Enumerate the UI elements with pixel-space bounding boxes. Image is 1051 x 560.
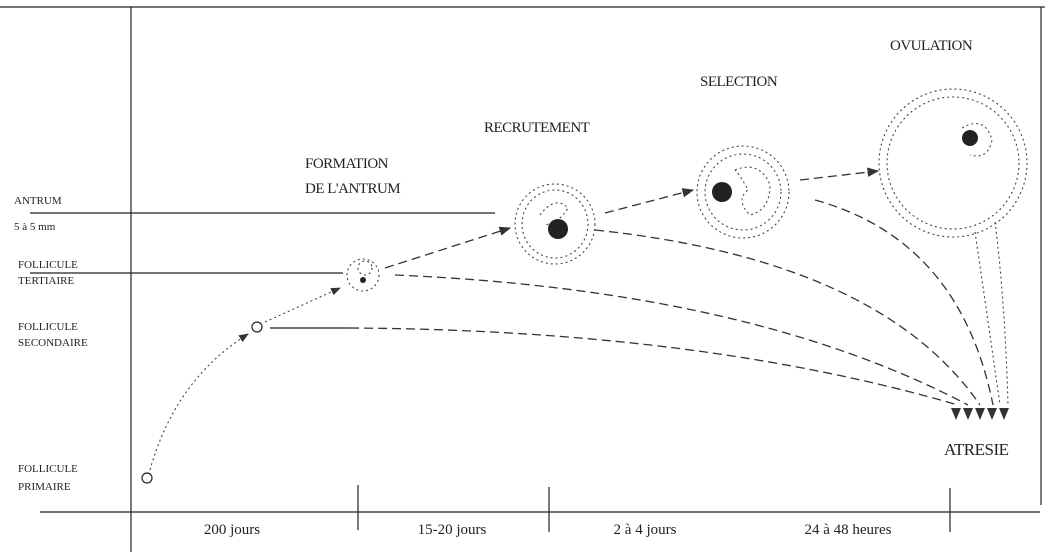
atresia-path — [595, 230, 980, 405]
level-label: FOLLICULE — [18, 321, 78, 333]
level-label: SECONDAIRE — [18, 337, 88, 349]
primary-follicle — [142, 473, 152, 483]
selected-follicle — [697, 146, 789, 238]
atresia-path — [975, 232, 1000, 405]
atresia-arrowheads — [951, 408, 1009, 420]
tertiary-follicle — [347, 259, 379, 291]
duration-label: 24 à 48 heures — [804, 522, 891, 538]
diagram: FORMATION DE L'ANTRUM RECRUTEMENT SELECT… — [0, 0, 1051, 560]
growth-arrow — [385, 228, 510, 268]
growth-arrow — [265, 288, 340, 322]
duration-label: 2 à 4 jours — [614, 522, 677, 538]
atresia-path — [995, 222, 1008, 405]
level-label: ANTRUM — [14, 195, 62, 207]
duration-label: 200 jours — [204, 522, 260, 538]
stage-label: FORMATION — [305, 156, 389, 172]
ovulatory-follicle — [879, 89, 1027, 237]
page: {"stages": [ {"lines": ["FORMATION", "DE… — [0, 0, 1051, 560]
stage-label: SELECTION — [700, 74, 778, 90]
level-label: PRIMAIRE — [18, 481, 71, 493]
stage-label: DE L'ANTRUM — [305, 181, 400, 197]
level-label: 5 à 5 mm — [14, 221, 56, 233]
atresia-path — [350, 328, 958, 405]
stage-label: OVULATION — [890, 38, 973, 54]
growth-arrow — [800, 171, 878, 180]
duration-label: 15-20 jours — [418, 522, 487, 538]
outcome-label: ATRESIE — [944, 440, 1009, 459]
growth-arrow — [150, 334, 248, 470]
secondary-follicle — [252, 322, 262, 332]
level-label: FOLLICULE — [18, 463, 78, 475]
recruited-follicle — [515, 184, 595, 264]
stage-label: RECRUTEMENT — [484, 120, 590, 136]
growth-arrow — [605, 190, 693, 213]
level-label: TERTIAIRE — [18, 275, 74, 287]
level-label: FOLLICULE — [18, 259, 78, 271]
